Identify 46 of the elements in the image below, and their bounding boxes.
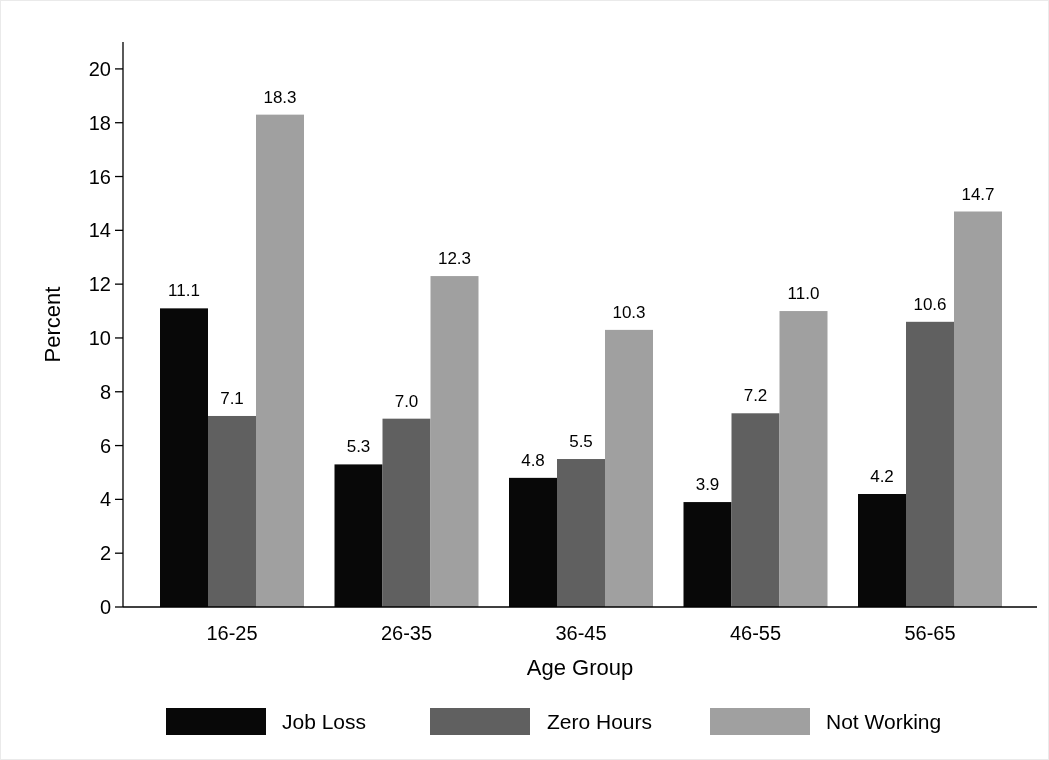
data-label: 11.0 <box>787 284 820 304</box>
bar <box>557 459 605 607</box>
y-tick-label: 12 <box>88 273 111 296</box>
data-label: 11.1 <box>168 281 200 301</box>
legend-label: Not Working <box>826 710 942 734</box>
bar <box>779 311 828 607</box>
y-tick-label: 6 <box>99 434 111 457</box>
bar <box>208 415 256 607</box>
x-tick-label: 56-65 <box>904 622 956 644</box>
bar <box>954 211 1002 607</box>
data-label: 10.3 <box>612 302 646 322</box>
y-tick-label: 18 <box>88 111 111 134</box>
legend-label: Job Loss <box>282 710 367 734</box>
x-tick-label: 46-55 <box>729 622 782 644</box>
bar <box>731 413 780 607</box>
x-tick-label: 36-45 <box>555 622 607 644</box>
data-label: 3.9 <box>695 475 720 495</box>
data-label: 4.2 <box>870 467 894 486</box>
bar <box>382 418 431 607</box>
x-axis-title: Age Group <box>526 655 634 680</box>
data-label: 5.5 <box>569 432 593 452</box>
data-label: 5.3 <box>346 437 371 457</box>
y-tick-label: 20 <box>88 57 111 80</box>
y-tick-label: 8 <box>99 380 111 403</box>
y-tick-label: 4 <box>99 488 111 511</box>
data-label: 7.0 <box>394 391 419 411</box>
bar <box>605 329 653 607</box>
data-label: 18.3 <box>263 87 297 107</box>
data-label: 10.6 <box>913 294 947 314</box>
legend-label: Zero Hours <box>547 710 653 734</box>
y-tick-label: 16 <box>88 165 111 188</box>
y-tick-label: 2 <box>99 542 111 565</box>
y-axis-title: Percent <box>40 286 65 363</box>
bar <box>430 276 479 607</box>
bar <box>906 321 954 607</box>
data-label: 4.8 <box>521 450 545 470</box>
y-tick-label: 0 <box>99 596 111 618</box>
data-label: 7.1 <box>220 388 244 408</box>
bar <box>256 114 304 607</box>
y-tick-label: 10 <box>88 326 111 349</box>
x-tick-label: 26-35 <box>380 622 433 644</box>
y-tick-label: 14 <box>88 219 111 242</box>
x-tick-label: 16-25 <box>206 622 258 644</box>
data-label: 12.3 <box>437 249 472 269</box>
data-label: 7.2 <box>743 386 768 406</box>
data-label: 14.7 <box>961 184 995 204</box>
